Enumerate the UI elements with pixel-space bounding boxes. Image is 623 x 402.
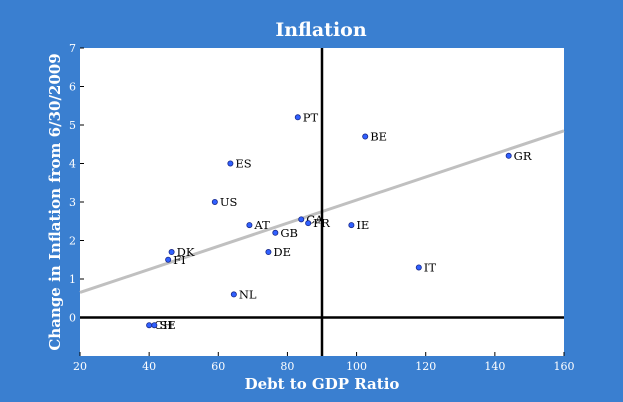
data-point-ie: IE [348, 218, 369, 232]
data-point-pt: PT [294, 110, 319, 124]
point-marker [165, 256, 172, 263]
data-point-dk: DK [168, 245, 195, 259]
point-marker [415, 264, 422, 271]
x-tick-label: 160 [554, 360, 575, 373]
x-tick-label: 140 [484, 360, 505, 373]
point-marker [146, 322, 153, 329]
point-label: NL [239, 287, 257, 301]
point-label: IT [424, 260, 437, 274]
data-point-es: ES [227, 157, 252, 171]
point-label: CH [154, 318, 173, 332]
data-point-se: SE [151, 318, 176, 332]
point-marker [294, 114, 301, 121]
y-tick-label: 5 [69, 119, 76, 132]
data-point-gr: GR [505, 149, 532, 163]
data-point-be: BE [362, 130, 387, 144]
point-label: DE [273, 245, 291, 259]
point-marker [298, 216, 305, 223]
y-ticks-group: 0 1 2 3 4 5 6 7 [69, 42, 84, 325]
point-marker [505, 152, 512, 159]
y-tick-label: 4 [69, 158, 76, 171]
reference-lines-group [80, 48, 564, 356]
point-marker [168, 249, 175, 256]
y-tick-label: 1 [69, 273, 76, 286]
point-label: FI [173, 253, 186, 267]
data-point-fi: FI [165, 253, 186, 267]
data-point-it: IT [415, 260, 437, 274]
point-marker [151, 322, 158, 329]
data-point-nl: NL [230, 287, 257, 301]
point-marker [246, 222, 253, 229]
x-ticks-group: 20 40 60 80 100 120 140 160 [73, 352, 575, 373]
y-tick-label: 6 [69, 81, 76, 94]
point-marker [227, 160, 234, 167]
point-label: BE [370, 130, 387, 144]
point-label: AT [253, 218, 270, 232]
x-tick-label: 100 [346, 360, 367, 373]
point-marker [265, 249, 272, 256]
y-tick-label: 7 [69, 42, 76, 55]
data-point-us: US [211, 195, 238, 209]
data-point-de: DE [265, 245, 291, 259]
point-label: PT [303, 110, 319, 124]
data-point-gb: GB [272, 226, 298, 240]
point-label: GR [514, 149, 532, 163]
x-tick-label: 60 [211, 360, 225, 373]
point-marker [348, 222, 355, 229]
y-tick-label: 0 [69, 312, 76, 325]
point-label: FR [313, 216, 330, 230]
x-tick-label: 80 [280, 360, 294, 373]
x-axis-label: Debt to GDP Ratio [245, 375, 400, 393]
point-label: DK [177, 245, 195, 259]
point-marker [362, 133, 369, 140]
x-tick-label: 20 [73, 360, 87, 373]
data-point-at: AT [246, 218, 270, 232]
data-point-fr: FR [305, 216, 330, 230]
point-marker [305, 220, 312, 227]
point-marker [272, 229, 279, 236]
point-label: ES [235, 157, 251, 171]
x-tick-label: 40 [142, 360, 156, 373]
point-marker [230, 291, 237, 298]
data-point-ch: CH [146, 318, 173, 332]
chart-title: Inflation [275, 19, 366, 41]
x-tick-label: 120 [415, 360, 436, 373]
point-label: IE [356, 218, 369, 232]
point-label: US [220, 195, 238, 209]
point-label: GB [280, 226, 298, 240]
y-tick-label: 2 [69, 235, 76, 248]
point-marker [211, 198, 218, 205]
y-tick-label: 3 [69, 196, 76, 209]
point-label: SE [159, 318, 175, 332]
y-axis-label: Change in Inflation from 6/30/2009 [46, 53, 64, 350]
